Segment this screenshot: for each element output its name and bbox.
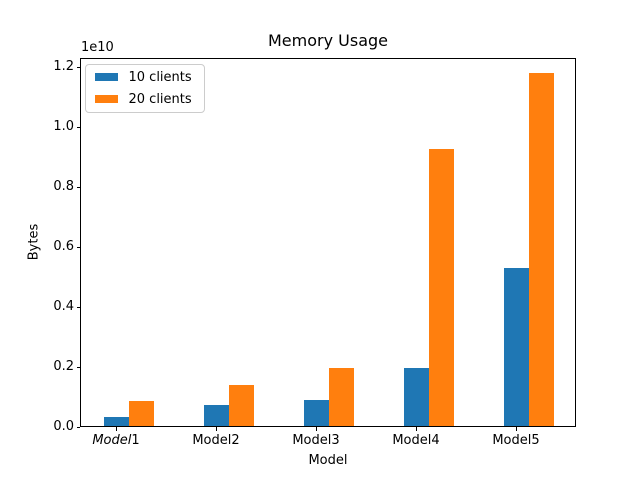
y-tick-label: 0.2 [53, 359, 74, 375]
plot-area [80, 57, 576, 428]
y-tick-mark [76, 186, 80, 188]
x-tick-label: Model2 [192, 433, 240, 448]
y-tick-mark [76, 366, 80, 368]
legend-entry: 10 clients [94, 69, 204, 85]
legend-swatch [94, 73, 118, 81]
legend-swatch [94, 95, 118, 103]
x-tick-label: Model4 [392, 433, 440, 448]
y-tick-label: 0.8 [53, 179, 74, 195]
x-tick-mark [315, 427, 317, 431]
x-tick-mark [515, 427, 517, 431]
bar-10-clients-5 [503, 268, 529, 427]
legend-label: 10 clients [128, 69, 192, 85]
legend-label: 20 clients [128, 91, 192, 107]
bar-10-clients-1 [103, 417, 129, 427]
legend: 10 clients 20 clients [84, 63, 205, 113]
y-axis-offset-text: 1e10 [81, 40, 114, 55]
y-tick-mark [76, 426, 80, 428]
bar-20-clients-4 [428, 149, 454, 427]
bar-20-clients-1 [128, 400, 154, 427]
x-tick-label-italic-part: Model [92, 433, 132, 448]
bar-10-clients-2 [203, 405, 229, 427]
y-tick-label: 1.2 [53, 59, 74, 75]
x-tick-label: Model1 [92, 433, 140, 448]
chart-title: Memory Usage [267, 31, 388, 50]
x-tick-mark [215, 427, 217, 431]
bar-10-clients-4 [403, 368, 429, 427]
y-tick-mark [76, 126, 80, 128]
y-tick-mark [76, 246, 80, 248]
x-axis-label: Model [308, 453, 348, 468]
y-tick-mark [76, 66, 80, 68]
x-tick-label: Model5 [492, 433, 540, 448]
y-tick-label: 1.0 [53, 119, 74, 135]
x-tick-mark [115, 427, 117, 431]
y-tick-mark [76, 306, 80, 308]
bar-20-clients-5 [528, 73, 554, 427]
legend-entry: 20 clients [94, 91, 204, 107]
y-tick-label: 0.6 [53, 239, 74, 255]
bar-20-clients-3 [328, 368, 354, 427]
bar-20-clients-2 [228, 384, 254, 427]
y-tick-label: 0.4 [53, 299, 74, 315]
x-tick-label: Model3 [292, 433, 340, 448]
y-tick-label: 0.0 [53, 419, 74, 435]
x-tick-mark [415, 427, 417, 431]
bar-10-clients-3 [303, 399, 329, 427]
